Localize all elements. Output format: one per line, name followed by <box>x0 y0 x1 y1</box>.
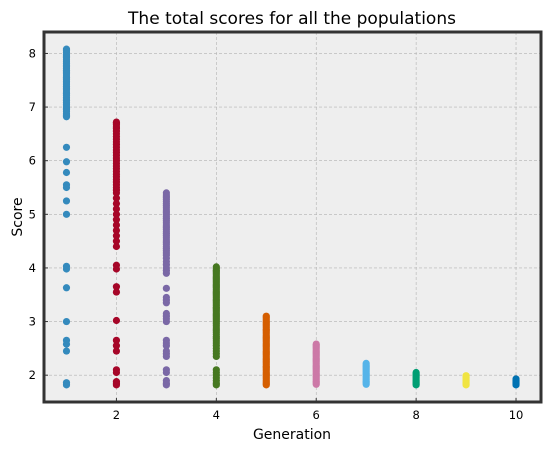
y-tick-label: 3 <box>29 315 36 329</box>
data-point <box>412 381 420 389</box>
data-point <box>62 284 71 292</box>
data-point <box>62 183 71 192</box>
data-point <box>162 381 170 389</box>
data-point <box>162 269 170 277</box>
data-point <box>162 342 170 350</box>
data-point <box>112 216 121 224</box>
y-axis-label: Score <box>10 197 26 236</box>
series-generation-8 <box>412 368 420 389</box>
data-point <box>362 380 370 388</box>
data-point <box>62 317 71 326</box>
data-point <box>162 368 170 377</box>
x-tick-label: 2 <box>113 408 120 422</box>
data-point <box>112 232 121 240</box>
data-point <box>62 381 71 389</box>
data-point <box>62 347 71 355</box>
series-generation-7 <box>362 359 370 388</box>
y-axis-ticks: 2 3 4 5 6 7 8 <box>29 46 48 382</box>
chart-title: The total scores for all the populations <box>127 9 456 29</box>
data-points <box>62 45 520 389</box>
data-point <box>62 265 71 273</box>
x-tick-label: 10 <box>509 408 524 422</box>
data-point <box>112 205 121 213</box>
data-point <box>162 317 170 326</box>
series-generation-10 <box>512 375 520 389</box>
data-point <box>262 381 270 389</box>
data-point <box>112 226 121 235</box>
data-point <box>62 168 71 177</box>
data-point <box>162 299 170 307</box>
data-point <box>112 283 121 291</box>
data-point <box>312 380 320 388</box>
data-point <box>62 197 71 205</box>
data-point <box>212 381 220 389</box>
y-tick-label: 6 <box>29 154 36 168</box>
series-generation-5 <box>262 312 270 389</box>
data-point <box>112 342 121 350</box>
data-point <box>212 352 220 361</box>
data-point <box>162 284 170 292</box>
x-tick-label: 4 <box>213 408 220 422</box>
data-point <box>512 381 520 389</box>
data-point <box>462 381 470 389</box>
series-generation-9 <box>462 372 470 389</box>
series-generation-6 <box>312 340 320 388</box>
x-tick-label: 6 <box>313 408 320 422</box>
x-axis-label: Generation <box>253 427 331 443</box>
plot-background <box>44 32 541 402</box>
data-point <box>112 199 121 208</box>
data-point <box>112 242 121 251</box>
data-point <box>62 143 71 151</box>
data-point <box>112 336 121 344</box>
data-point <box>112 381 121 389</box>
plot-frame <box>42 30 543 404</box>
data-point <box>112 221 121 229</box>
grid <box>44 32 541 402</box>
data-point <box>162 352 170 361</box>
series-generation-1 <box>62 45 71 389</box>
y-tick-label: 4 <box>29 261 36 275</box>
x-tick-label: 8 <box>412 408 419 422</box>
data-point <box>112 368 121 377</box>
series-generation-3 <box>162 189 170 389</box>
data-point <box>112 316 121 325</box>
x-axis-ticks: 2 4 6 8 10 <box>113 398 524 422</box>
y-tick-label: 7 <box>29 100 36 114</box>
series-generation-4 <box>212 263 220 389</box>
data-point <box>112 288 121 296</box>
data-point <box>62 158 71 166</box>
data-point <box>112 189 121 197</box>
data-point <box>112 265 121 273</box>
y-tick-label: 8 <box>29 46 36 60</box>
series-generation-2 <box>112 118 121 389</box>
data-point <box>62 113 71 121</box>
y-tick-label: 2 <box>29 368 36 382</box>
y-tick-label: 5 <box>29 207 36 221</box>
data-point <box>112 347 121 355</box>
data-point <box>112 210 121 218</box>
data-point <box>112 237 121 245</box>
data-point <box>112 194 121 202</box>
data-point <box>62 210 71 218</box>
data-point <box>62 340 71 348</box>
